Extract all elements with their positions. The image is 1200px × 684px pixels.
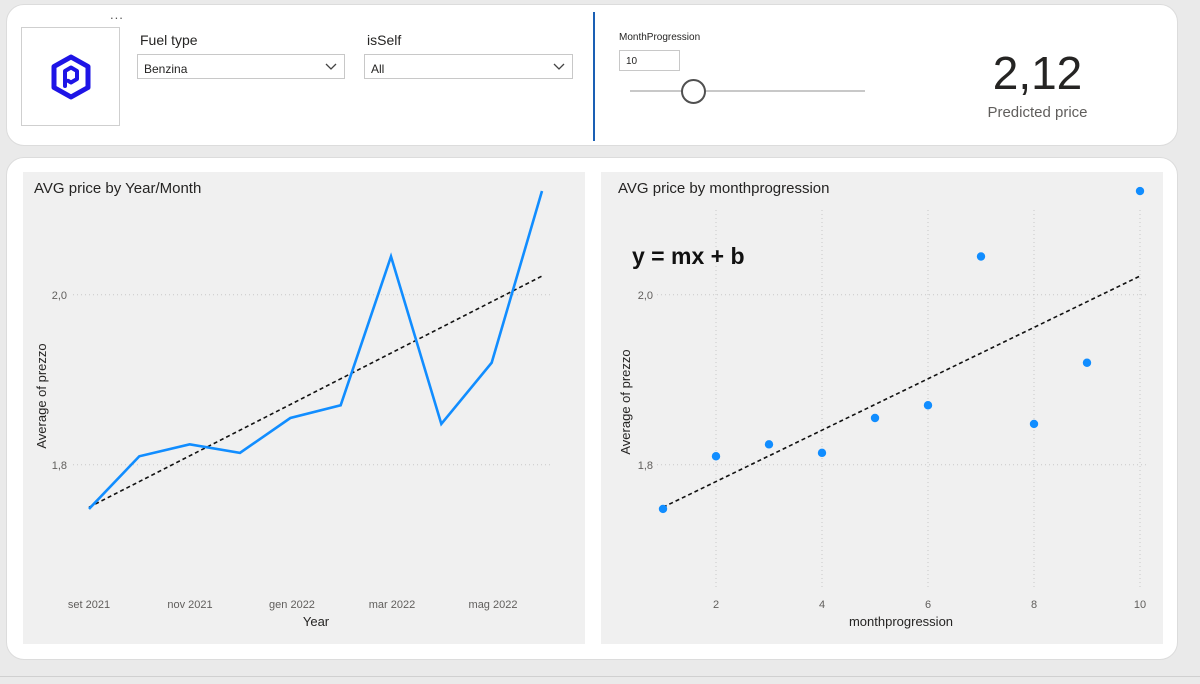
series-line bbox=[88, 190, 544, 510]
trend-line bbox=[88, 275, 543, 508]
x-axis-label: Year bbox=[303, 614, 330, 629]
x-axis-label: monthprogression bbox=[849, 614, 953, 629]
x-tick-label: set 2021 bbox=[68, 599, 110, 611]
chevron-down-icon bbox=[325, 63, 337, 70]
scatter-chart: 1,8 2,0 2 4 6 8 10 y = mx + b monthprogression Av… bbox=[618, 186, 1146, 629]
is-self-dropdown[interactable]: All bbox=[364, 54, 573, 79]
month-progression-slider-handle[interactable] bbox=[680, 79, 706, 104]
scatter-point bbox=[1029, 419, 1039, 429]
x-tick-label: 4 bbox=[819, 599, 825, 611]
y-tick-label: 2,0 bbox=[52, 290, 67, 302]
x-tick-label: 8 bbox=[1031, 599, 1037, 611]
y-axis-label: Average of prezzo bbox=[34, 343, 49, 448]
logo-tile bbox=[21, 27, 120, 126]
fuel-type-label: Fuel type bbox=[140, 32, 198, 48]
month-progression-slider-track[interactable] bbox=[630, 90, 865, 92]
scatter-point bbox=[1082, 358, 1092, 367]
x-tick-label: 10 bbox=[1134, 599, 1146, 611]
scatter-point bbox=[764, 440, 774, 449]
trend-line bbox=[662, 275, 1141, 508]
line-chart-panel[interactable]: 1,8 2,0 set 2021 nov 2021 gen 2022 mar 2022 ma… bbox=[23, 172, 585, 644]
is-self-value: All bbox=[371, 62, 385, 76]
y-axis-label: Average of prezzo bbox=[618, 349, 633, 454]
x-tick-label: mar 2022 bbox=[369, 599, 415, 611]
scatter-point bbox=[711, 452, 721, 461]
fuel-type-value: Benzina bbox=[144, 62, 188, 76]
line-chart: 1,8 2,0 set 2021 nov 2021 gen 2022 mar 2022 ma… bbox=[34, 190, 553, 629]
y-tick-label: 2,0 bbox=[638, 290, 653, 302]
scatter-point bbox=[658, 504, 668, 514]
more-options-icon[interactable]: ... bbox=[110, 7, 124, 22]
scatter-chart-panel[interactable]: 1,8 2,0 2 4 6 8 10 y = mx + b monthprogression Av… bbox=[601, 172, 1163, 644]
chevron-down-icon bbox=[553, 63, 565, 70]
scatter-point bbox=[923, 401, 933, 410]
month-progression-input[interactable]: 10 bbox=[619, 50, 680, 71]
fuel-type-dropdown[interactable]: Benzina bbox=[137, 54, 345, 79]
predicted-price-value: 2,12 bbox=[992, 47, 1083, 99]
scatter-chart-title: AVG price by monthprogression bbox=[618, 180, 830, 197]
section-divider bbox=[593, 12, 595, 141]
x-tick-label: 6 bbox=[925, 599, 931, 611]
page-bottom-border bbox=[0, 676, 1200, 677]
scatter-point bbox=[817, 448, 827, 458]
line-chart-title: AVG price by Year/Month bbox=[34, 180, 202, 197]
predicted-price-label: Predicted price bbox=[987, 104, 1088, 121]
x-tick-label: mag 2022 bbox=[469, 599, 518, 611]
scatter-point bbox=[870, 413, 880, 423]
x-tick-label: 2 bbox=[713, 599, 719, 611]
scatter-point bbox=[1135, 186, 1145, 196]
equation-annotation: y = mx + b bbox=[632, 243, 745, 269]
x-tick-label: gen 2022 bbox=[269, 599, 315, 611]
month-progression-label: MonthProgression bbox=[619, 32, 701, 43]
hexagon-logo-icon bbox=[51, 54, 91, 100]
is-self-label: isSelf bbox=[367, 32, 402, 48]
scatter-point bbox=[976, 252, 986, 261]
x-tick-label: nov 2021 bbox=[167, 599, 212, 611]
y-tick-label: 1,8 bbox=[52, 460, 67, 472]
y-tick-label: 1,8 bbox=[638, 460, 653, 472]
